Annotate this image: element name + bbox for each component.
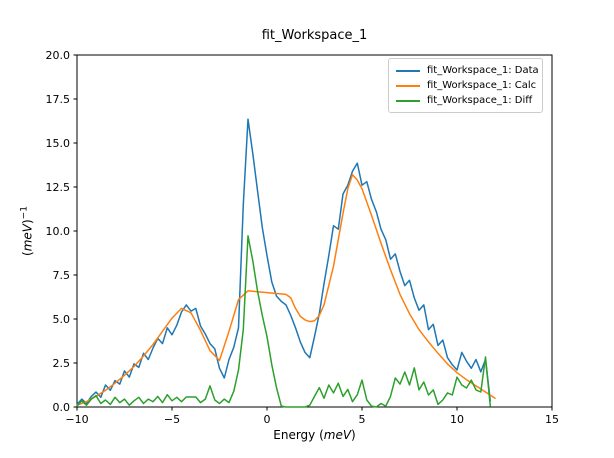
y-tick-label: 2.5 [53, 357, 71, 370]
legend-item-data: fit_Workspace_1: Data [396, 63, 539, 78]
y-tick-label: 5.0 [53, 313, 71, 326]
legend-line-swatch-data [396, 69, 420, 72]
y-tick-label: 20.0 [46, 49, 71, 62]
y-tick-label: 10.0 [46, 225, 71, 238]
legend-item-calc: fit_Workspace_1: Calc [396, 78, 537, 93]
series-line-diff [76, 235, 492, 408]
x-tick-label: 5 [359, 413, 366, 426]
legend-label-calc: fit_Workspace_1: Calc [427, 80, 537, 91]
series-line-data [76, 118, 492, 406]
y-tick-label: 0.0 [53, 401, 71, 414]
y-axis-label: (meV)−1 [19, 206, 35, 256]
series-line-calc [76, 173, 496, 406]
y-tick-label: 15.0 [46, 137, 71, 150]
x-tick-label: 15 [545, 413, 559, 426]
series-lines [76, 118, 496, 408]
x-axis-ticks: −10 −5 0 5 10 15 [65, 407, 559, 426]
y-tick-label: 17.5 [46, 93, 71, 106]
legend-line-swatch-diff [396, 99, 420, 102]
plot-title: fit_Workspace_1 [261, 28, 368, 43]
legend: fit_Workspace_1: Data fit_Workspace_1: C… [388, 58, 543, 113]
y-tick-label: 7.5 [53, 269, 71, 282]
legend-label-diff: fit_Workspace_1: Diff [427, 95, 533, 106]
legend-item-diff: fit_Workspace_1: Diff [396, 93, 535, 108]
y-tick-label: 12.5 [46, 181, 71, 194]
legend-line-swatch-calc [396, 84, 420, 87]
x-tick-label: 10 [450, 413, 464, 426]
x-axis-label: Energy (meV) [273, 428, 356, 442]
x-tick-label: −5 [164, 413, 180, 426]
legend-label-data: fit_Workspace_1: Data [427, 65, 539, 76]
x-tick-label: 0 [264, 413, 271, 426]
x-tick-label: −10 [65, 413, 88, 426]
y-axis-ticks: 0.0 2.5 5.0 7.5 10.0 12.5 15.0 17.5 20.0 [46, 49, 77, 414]
